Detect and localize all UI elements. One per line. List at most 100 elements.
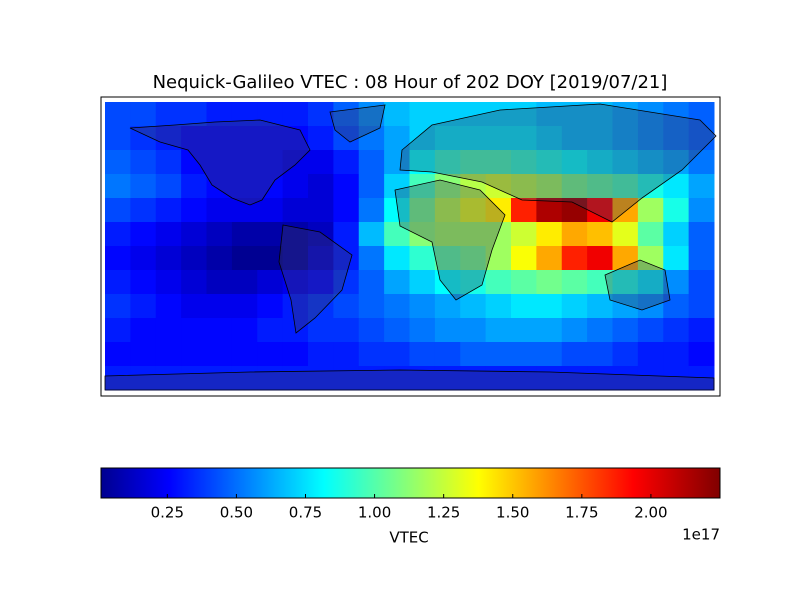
cell: [231, 246, 258, 271]
colorbar-label: VTEC: [389, 529, 428, 547]
cell: [434, 174, 461, 199]
cell: [333, 366, 360, 391]
cell: [105, 318, 131, 343]
colorbar-offset: 1e17: [682, 526, 720, 544]
cell: [409, 270, 436, 295]
cell: [688, 294, 715, 319]
cell: [536, 318, 563, 343]
cell: [358, 174, 385, 199]
cell: [308, 174, 334, 199]
colorbar-tick-label: 1.25: [427, 504, 460, 522]
cell: [485, 150, 512, 175]
cell: [409, 246, 436, 271]
cell: [130, 150, 157, 175]
land: [278, 224, 353, 334]
cell: [384, 174, 410, 199]
cell: [257, 318, 284, 343]
cell: [231, 102, 258, 127]
cell: [561, 174, 588, 199]
cell: [155, 102, 182, 127]
cell: [511, 222, 537, 247]
cell: [206, 150, 233, 175]
cell: [663, 246, 690, 271]
chart-title: Nequick-Galileo VTEC : 08 Hour of 202 DO…: [153, 72, 668, 93]
cell: [257, 150, 284, 175]
cell: [206, 366, 233, 391]
cell: [308, 246, 334, 271]
cell: [561, 246, 588, 271]
cell: [257, 174, 284, 199]
cell: [612, 102, 639, 127]
cell: [231, 150, 258, 175]
cell: [460, 366, 487, 391]
cell: [663, 174, 690, 199]
cell: [434, 270, 461, 295]
cell: [612, 222, 639, 247]
cell: [282, 102, 309, 127]
cell: [181, 294, 207, 319]
cell: [333, 126, 360, 151]
cell: [637, 198, 664, 223]
cell: [536, 126, 563, 151]
cell: [333, 102, 360, 127]
cell: [511, 126, 537, 151]
cell: [105, 174, 131, 199]
cell: [561, 342, 588, 367]
cell: [130, 366, 157, 391]
cell: [206, 198, 233, 223]
cell: [536, 270, 563, 295]
land: [394, 179, 506, 301]
cell: [587, 222, 613, 247]
land: [104, 369, 715, 391]
cell: [358, 150, 385, 175]
cell: [663, 102, 690, 127]
cell: [637, 366, 664, 391]
cell: [637, 246, 664, 271]
cell: [231, 342, 258, 367]
land: [604, 259, 671, 311]
cell: [485, 294, 512, 319]
cell: [155, 294, 182, 319]
cell: [308, 222, 334, 247]
cell: [434, 342, 461, 367]
cell: [688, 174, 715, 199]
cell: [181, 246, 207, 271]
cell: [282, 294, 309, 319]
cell: [308, 294, 334, 319]
cell: [333, 198, 360, 223]
cell: [663, 198, 690, 223]
cell: [308, 126, 334, 151]
cell: [637, 318, 664, 343]
cell: [206, 246, 233, 271]
cell: [384, 342, 410, 367]
cell: [561, 222, 588, 247]
cell: [536, 342, 563, 367]
cell: [637, 150, 664, 175]
cell: [434, 318, 461, 343]
cell: [181, 126, 207, 151]
cell: [181, 366, 207, 391]
cell: [257, 198, 284, 223]
cell: [130, 102, 157, 127]
cell: [485, 270, 512, 295]
cell: [688, 222, 715, 247]
cell: [460, 126, 487, 151]
colorbar-ticks: 0.25 0.50 0.75 1.00 1.25 1.50 1.75 2.00: [151, 494, 668, 522]
cell: [612, 366, 639, 391]
cell: [409, 174, 436, 199]
cell: [231, 270, 258, 295]
cell: [587, 126, 613, 151]
cell: [612, 270, 639, 295]
cell: [231, 198, 258, 223]
cell: [434, 246, 461, 271]
cell: [485, 102, 512, 127]
cell: [257, 246, 284, 271]
cell: [257, 126, 284, 151]
cell: [637, 102, 664, 127]
colorbar-tick-label: 0.25: [151, 504, 184, 522]
colorbar: [100, 467, 721, 499]
cell: [358, 342, 385, 367]
cell: [130, 318, 157, 343]
cell: [688, 150, 715, 175]
